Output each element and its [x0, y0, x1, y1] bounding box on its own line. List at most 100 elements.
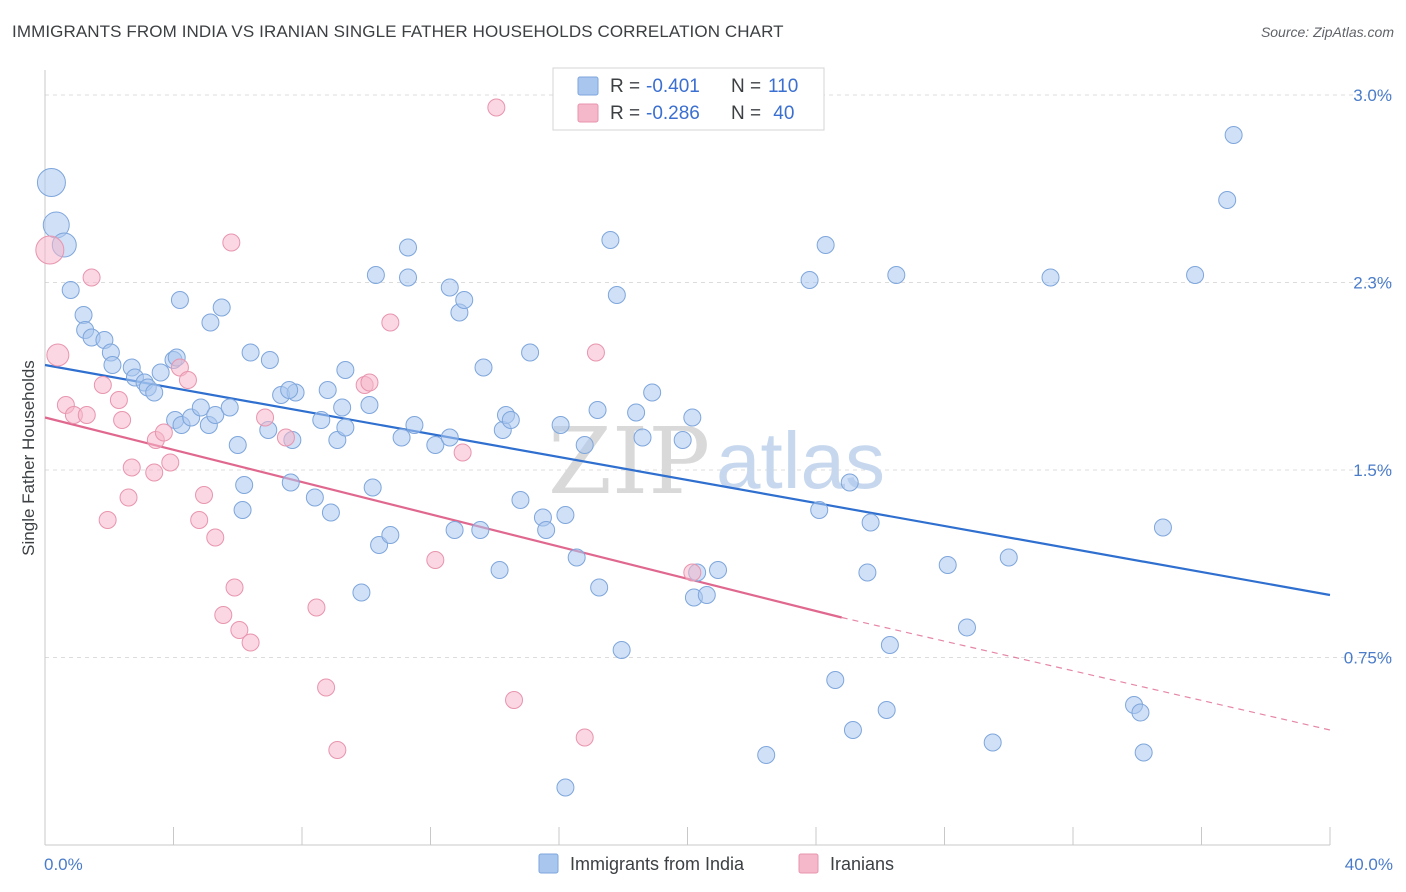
- point-india: [151, 363, 170, 382]
- legend-swatch-india: [577, 76, 599, 96]
- point-iranians: [113, 411, 132, 429]
- y-tick-label: 2.3%: [1353, 274, 1392, 293]
- point-iranians: [82, 268, 101, 287]
- point-india: [1153, 518, 1172, 537]
- point-india: [601, 231, 620, 249]
- point-india: [877, 701, 896, 719]
- point-india: [405, 416, 424, 434]
- point-india: [145, 383, 164, 402]
- point-iranians: [575, 728, 594, 747]
- point-india: [399, 238, 418, 257]
- y-axis-label: Single Father Households: [19, 360, 38, 556]
- point-iranians: [222, 233, 241, 252]
- point-india: [1134, 743, 1153, 762]
- point-iranians: [683, 563, 702, 582]
- point-india: [673, 431, 692, 449]
- point-iranians: [276, 428, 295, 447]
- point-india: [440, 278, 459, 297]
- trend-lines: [44, 363, 1331, 731]
- point-india: [861, 513, 880, 532]
- legend-bottom-label-iranians: Iranians: [830, 854, 894, 874]
- point-india: [336, 418, 355, 437]
- point-india: [511, 491, 530, 509]
- point-india: [260, 351, 279, 369]
- x-tick-label: 40.0%: [1345, 855, 1393, 874]
- point-iranians: [360, 373, 379, 392]
- x-tick-label: 0.0%: [44, 855, 83, 874]
- point-india: [305, 488, 324, 507]
- point-india: [643, 383, 662, 402]
- point-india: [235, 476, 254, 494]
- legend-r-label-india: R =: [610, 76, 640, 97]
- point-india: [74, 306, 93, 324]
- point-iranians: [505, 691, 524, 709]
- y-tick-label: 0.75%: [1344, 649, 1392, 668]
- point-india: [567, 548, 586, 567]
- point-india: [363, 478, 382, 497]
- legend-top: R = -0.401 N = 110 R = -0.286 N = 40: [552, 67, 825, 131]
- point-india: [212, 298, 231, 317]
- point-india: [281, 473, 300, 492]
- point-india: [61, 281, 80, 299]
- point-india: [588, 401, 607, 419]
- point-iranians: [317, 678, 336, 697]
- point-india: [170, 291, 189, 309]
- point-india: [471, 521, 490, 539]
- point-india: [1131, 703, 1150, 722]
- point-india: [633, 428, 652, 447]
- point-india: [697, 586, 716, 604]
- point-iranians: [225, 578, 244, 597]
- point-india: [490, 561, 509, 579]
- point-india: [983, 733, 1002, 752]
- point-india: [957, 618, 976, 637]
- legend-n-label-india: N =: [731, 76, 761, 97]
- point-iranians: [119, 488, 138, 507]
- point-iranians: [46, 343, 70, 367]
- point-india: [352, 583, 371, 602]
- point-iranians: [328, 741, 347, 759]
- trend-line-1: [44, 416, 842, 619]
- point-india: [220, 398, 239, 417]
- point-india: [709, 561, 728, 579]
- legend-bottom-swatch-india: [538, 853, 559, 874]
- point-india: [627, 403, 646, 422]
- legend-bottom-label-india: Immigrants from India: [570, 854, 745, 874]
- trend-line-0: [44, 363, 1331, 597]
- point-india: [336, 361, 355, 379]
- point-iranians: [586, 343, 605, 362]
- point-india: [318, 381, 337, 399]
- point-india: [612, 641, 631, 659]
- point-india: [103, 356, 122, 374]
- point-india: [887, 266, 906, 284]
- point-iranians: [230, 621, 249, 639]
- legend-r-value-india: -0.401: [646, 76, 700, 97]
- point-iranians: [214, 606, 233, 624]
- point-india: [843, 721, 862, 739]
- point-india: [607, 286, 626, 304]
- point-iranians: [206, 528, 225, 547]
- point-india: [1218, 191, 1237, 209]
- point-india: [228, 436, 247, 454]
- point-india: [381, 526, 400, 544]
- point-iranians: [190, 511, 209, 529]
- legend-bottom: Immigrants from India Iranians: [538, 853, 894, 874]
- data-points: [35, 98, 1243, 797]
- point-india: [858, 563, 877, 582]
- point-iranians: [381, 313, 400, 332]
- point-iranians: [145, 463, 164, 482]
- x-tick-labels: 0.0% 40.0%: [44, 855, 1393, 874]
- point-iranians: [122, 458, 141, 477]
- point-iranians: [93, 376, 112, 394]
- point-india: [445, 521, 464, 539]
- legend-r-value-iranians: -0.286: [646, 103, 700, 124]
- point-india: [233, 501, 252, 519]
- axes: [44, 70, 1331, 846]
- point-india: [191, 398, 210, 417]
- point-india: [392, 428, 411, 447]
- point-india: [556, 506, 575, 524]
- point-india: [360, 396, 379, 414]
- point-india: [280, 381, 299, 399]
- point-india: [312, 411, 331, 429]
- point-iranians: [178, 371, 197, 389]
- point-india: [36, 168, 66, 197]
